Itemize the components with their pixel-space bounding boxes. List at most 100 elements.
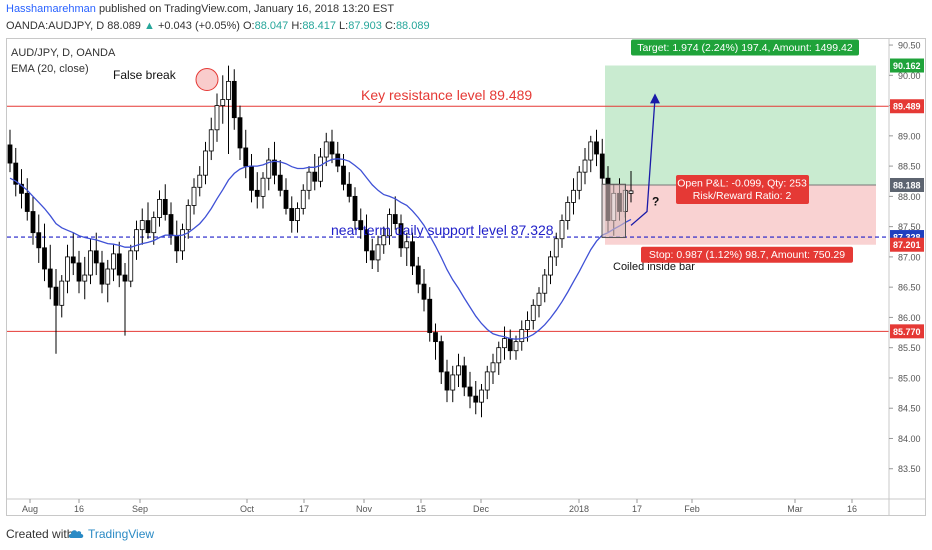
candle	[329, 129, 335, 164]
price-badge-label: 87.328	[893, 233, 921, 243]
high-label: H:	[291, 20, 303, 32]
y-tick-label: 85.00	[898, 373, 921, 383]
candle	[496, 341, 502, 375]
false-break-label: False break	[113, 68, 177, 82]
candle	[168, 202, 174, 245]
legend-symbol: AUD/JPY, D, OANDA	[11, 47, 116, 59]
price-badge-box	[890, 324, 924, 339]
candle	[490, 353, 496, 384]
candle	[525, 311, 530, 342]
candle	[456, 353, 461, 388]
candle-body-up	[203, 150, 208, 176]
y-tick-label: 86.50	[898, 283, 921, 293]
candle-body-down	[237, 117, 243, 149]
candle-body-up	[105, 268, 111, 285]
candle-body-down	[145, 220, 151, 234]
candle	[197, 166, 203, 197]
candle-body-up	[387, 214, 392, 237]
candle	[421, 269, 427, 312]
candle-body-up	[530, 304, 536, 321]
candle-body-down	[42, 247, 47, 270]
coiled-label: Coiled inside bar	[613, 261, 695, 273]
candle-body-down	[433, 332, 438, 343]
symbol-label: OANDA:AUDJPY, D	[6, 20, 105, 32]
candle	[484, 365, 490, 400]
candle-body-down	[168, 214, 174, 237]
resistance-label: Key resistance level 89.489	[361, 87, 532, 103]
close-label: C:	[384, 20, 396, 32]
price-badge-label: 89.489	[893, 102, 921, 112]
x-tick-label: Nov	[356, 504, 373, 514]
candle-body-up	[185, 205, 191, 231]
false-break-circle	[195, 68, 219, 92]
last-price: 88.089	[107, 20, 141, 32]
candle	[76, 250, 82, 294]
candle	[277, 160, 283, 197]
candle	[300, 184, 306, 215]
candle-body-down	[19, 183, 24, 194]
candle-body-down	[438, 341, 444, 373]
candle-body-down	[599, 153, 605, 179]
up-arrow-icon: ▲	[144, 20, 155, 32]
y-tick-label: 84.50	[898, 404, 921, 414]
candle-body-up	[82, 274, 88, 282]
candle	[553, 232, 559, 266]
candle-body-up	[191, 186, 197, 206]
candle	[565, 196, 571, 230]
candle-body-up	[65, 256, 70, 282]
candle-body-down	[254, 189, 260, 197]
candle	[427, 287, 433, 342]
price-badge-box	[890, 58, 924, 73]
candle-body-up	[208, 129, 214, 152]
candle	[220, 75, 226, 124]
candle	[24, 178, 30, 221]
candle-body-up	[180, 229, 185, 252]
candle-body-down	[421, 283, 427, 300]
candle	[467, 371, 473, 409]
candle	[237, 105, 243, 161]
x-tick-label: 17	[299, 504, 309, 514]
candle	[174, 220, 180, 263]
tradingview-brand[interactable]: TradingView	[88, 527, 155, 541]
candle	[180, 223, 185, 260]
candle	[266, 147, 272, 191]
price-badge-box	[890, 99, 924, 114]
candle-body-down	[364, 229, 369, 252]
price-change: +0.043 (+0.05%)	[157, 20, 240, 32]
candle	[7, 129, 13, 173]
candle	[548, 250, 553, 285]
candle	[289, 196, 295, 233]
price-chart[interactable]: False break Key resistance level 89.489 ne…	[7, 39, 925, 515]
open-label: O:	[242, 20, 255, 32]
candle-body-up	[88, 250, 93, 276]
price-badge: 87.201	[890, 237, 924, 252]
candle-body-down	[122, 274, 128, 282]
candle	[208, 117, 214, 161]
candle-body-down	[341, 165, 346, 185]
candle-body-up	[565, 202, 571, 221]
low-value: 87.903	[348, 20, 382, 32]
price-badge-box	[890, 237, 924, 252]
candle	[318, 147, 323, 188]
candle	[352, 187, 358, 230]
candle-body-up	[375, 244, 381, 261]
y-tick-label: 90.50	[898, 41, 921, 51]
author-link[interactable]: Hasshamarehman	[6, 3, 96, 15]
candle	[260, 172, 266, 209]
chart-frame[interactable]: False break Key resistance level 89.489 ne…	[6, 38, 926, 516]
candle-body-up	[582, 159, 588, 173]
candle	[254, 172, 260, 209]
candle	[47, 244, 53, 300]
candle-body-up	[111, 253, 116, 270]
candle	[628, 170, 634, 203]
candle	[111, 244, 116, 282]
candle	[375, 235, 381, 273]
candle	[519, 320, 525, 351]
candle	[438, 335, 444, 384]
candle-body-down	[410, 241, 415, 267]
candle-body-down	[346, 183, 352, 197]
candle	[157, 190, 162, 227]
candle-body-down	[36, 232, 42, 249]
candle-body-up	[490, 362, 496, 373]
candle-body-down	[369, 250, 375, 261]
